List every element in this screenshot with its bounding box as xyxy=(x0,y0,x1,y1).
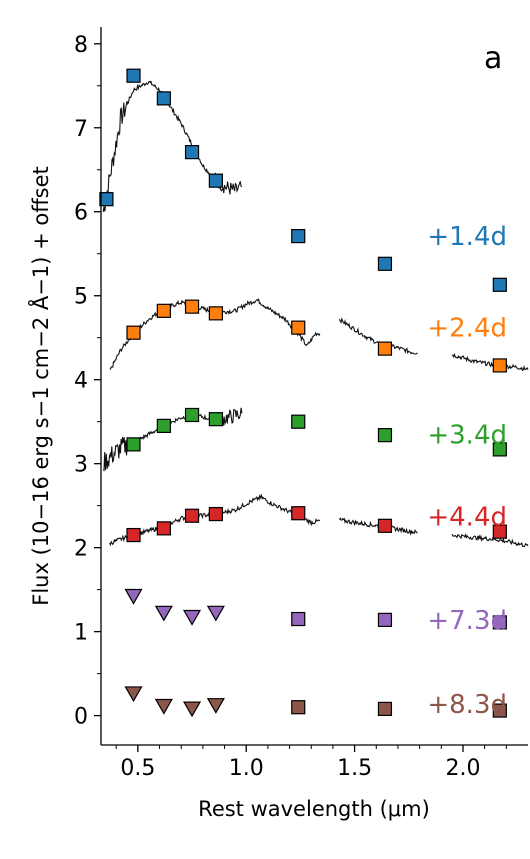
y-tick-label: 3 xyxy=(74,453,88,478)
markers-layer xyxy=(99,68,507,718)
photometry-point xyxy=(156,418,171,433)
spectrum-line xyxy=(451,352,529,372)
y-tick-label: 8 xyxy=(74,33,88,58)
upper-limit-point xyxy=(154,605,173,622)
photometry-point xyxy=(492,703,507,718)
y-tick-label: 1 xyxy=(74,621,88,646)
y-tick-label: 4 xyxy=(74,369,88,394)
x-tick-label: 1.0 xyxy=(229,756,264,781)
spectrum-line xyxy=(102,80,243,212)
upper-limit-point xyxy=(183,609,202,626)
photometry-point xyxy=(492,615,507,630)
photometry-point xyxy=(492,277,507,292)
y-tick-label: 5 xyxy=(74,285,88,310)
photometry-point xyxy=(291,229,306,244)
photometry-point xyxy=(156,91,171,106)
upper-limit-point xyxy=(154,698,173,715)
photometry-point xyxy=(377,612,393,627)
photometry-point xyxy=(492,524,507,539)
photometry-point xyxy=(291,700,306,715)
upper-limit-point xyxy=(124,588,143,605)
upper-limit-point xyxy=(124,686,143,703)
panel-label: a xyxy=(484,41,502,76)
photometry-point xyxy=(126,437,141,452)
photometry-point xyxy=(208,412,223,427)
labels-layer: +1.4d +2.4d +3.4d +4.4d +7.3d +8.3d xyxy=(427,222,507,720)
photometry-point xyxy=(291,414,306,429)
photometry-point xyxy=(99,192,114,207)
photometry-point xyxy=(377,701,393,716)
y-tick-label: 2 xyxy=(74,537,88,562)
photometry-point xyxy=(156,521,171,536)
upper-limit-point xyxy=(183,701,202,718)
photometry-point xyxy=(184,299,200,314)
photometry-point xyxy=(184,145,200,160)
x-axis-title: Rest wavelength (μm) xyxy=(198,797,430,821)
series-label: +2.4d xyxy=(427,314,507,344)
upper-limit-point xyxy=(206,605,225,622)
y-tick-label: 7 xyxy=(74,117,88,142)
x-tick-label: 0.5 xyxy=(120,756,155,781)
photometry-point xyxy=(492,358,507,373)
photometry-point xyxy=(377,518,393,533)
x-tick-label: 2.0 xyxy=(445,756,480,781)
upper-limit-point xyxy=(206,698,225,714)
photometry-point xyxy=(492,442,507,457)
photometry-point xyxy=(208,173,223,188)
photometry-point xyxy=(208,306,223,321)
photometry-point xyxy=(291,320,306,335)
series-label: +8.3d xyxy=(427,690,507,720)
photometry-point xyxy=(377,428,393,443)
photometry-point xyxy=(126,68,141,83)
series-label: +4.4d xyxy=(427,503,507,533)
photometry-point xyxy=(184,407,200,423)
photometry-point xyxy=(156,303,171,318)
photometry-point xyxy=(208,506,223,522)
y-tick-label: 0 xyxy=(74,705,88,730)
series-label: +1.4d xyxy=(427,222,507,252)
spectrum-line xyxy=(451,532,529,548)
photometry-point xyxy=(184,508,200,523)
photometry-point xyxy=(377,256,393,271)
series-label: +7.3d xyxy=(427,606,507,636)
y-axis-title: Flux (10−16 erg s−1 cm−2 Å−1) + offset xyxy=(27,166,53,606)
photometry-point xyxy=(126,325,141,340)
series-label: +3.4d xyxy=(427,420,507,450)
photometry-point xyxy=(126,527,141,543)
photometry-point xyxy=(291,611,306,627)
photometry-point xyxy=(291,506,306,521)
axes-layer: 0 1 2 3 4 5 6 7 8 0.5 1.0 1.5 2.0 xyxy=(74,27,528,781)
photometry-point xyxy=(377,341,393,356)
x-tick-label: 1.5 xyxy=(337,756,372,781)
y-tick-label: 6 xyxy=(74,201,88,226)
